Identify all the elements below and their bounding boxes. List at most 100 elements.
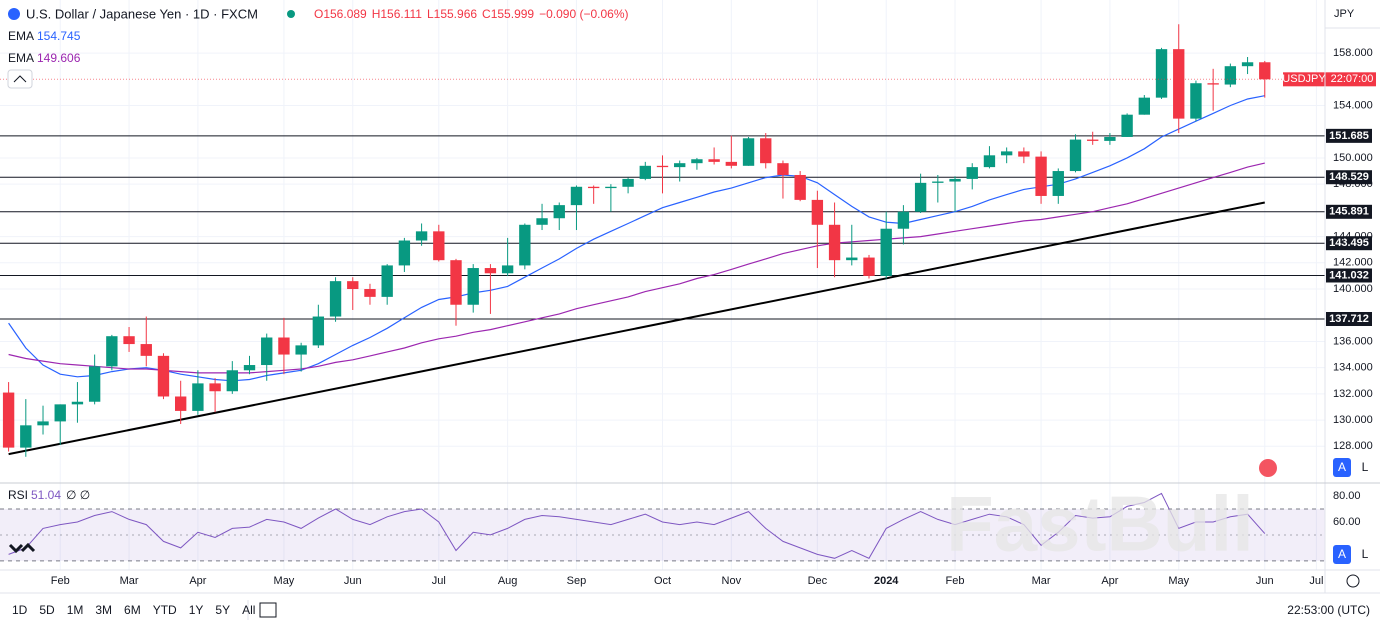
x-tick-label: Feb bbox=[946, 575, 965, 587]
candle-body bbox=[983, 155, 996, 168]
y-tick-label: 144.000 bbox=[1333, 230, 1373, 242]
candle-body bbox=[1087, 139, 1099, 141]
level-label: 141.032 bbox=[1329, 269, 1369, 281]
candle-body bbox=[570, 186, 583, 206]
candle-body bbox=[243, 365, 256, 371]
candle-body bbox=[140, 344, 152, 356]
candle-body bbox=[536, 218, 548, 225]
candle-body bbox=[587, 186, 600, 189]
x-tick-label: Aug bbox=[498, 575, 518, 587]
price-tag bbox=[1283, 72, 1376, 87]
range-button[interactable]: YTD bbox=[153, 603, 177, 617]
y-tick-label: 150.000 bbox=[1333, 152, 1373, 164]
market-status bbox=[287, 10, 295, 18]
range-button[interactable]: 3M bbox=[95, 603, 112, 617]
x-tick-label: Dec bbox=[808, 575, 828, 587]
y-tick-label: 130.000 bbox=[1333, 414, 1373, 426]
candle-body bbox=[381, 265, 393, 297]
x-tick-label: Jul bbox=[1309, 575, 1323, 587]
candle-body bbox=[433, 231, 445, 261]
indicator-name: RSI bbox=[8, 488, 28, 502]
candle-body bbox=[226, 370, 238, 392]
date-range-icon[interactable] bbox=[259, 602, 277, 618]
level-tag bbox=[1326, 128, 1372, 143]
auto-button[interactable] bbox=[1333, 458, 1351, 477]
candle-body bbox=[398, 240, 411, 266]
settings-icon[interactable] bbox=[1346, 574, 1360, 588]
time-axis: Feb Mar Apr May Jun Jul Aug Sep Oct Nov Dec 2024 Feb… bbox=[51, 575, 1324, 587]
range-button[interactable]: All bbox=[242, 603, 255, 617]
x-tick-label: Jun bbox=[1256, 575, 1274, 587]
trendline bbox=[8, 201, 1265, 456]
candle-body bbox=[415, 231, 428, 241]
candle-body bbox=[777, 163, 789, 175]
auto-label: A bbox=[1338, 460, 1346, 474]
indicator-value: 51.04 bbox=[31, 488, 61, 502]
ohlc-readout: O156.089 bbox=[314, 7, 367, 21]
candle-body bbox=[123, 336, 135, 345]
indicator-value: 154.745 bbox=[37, 29, 81, 43]
collapse-icon bbox=[13, 75, 27, 83]
candle-body bbox=[1018, 151, 1030, 157]
log-button[interactable]: L bbox=[1362, 460, 1369, 474]
candle-body bbox=[1155, 49, 1168, 98]
candle-body bbox=[1259, 62, 1271, 80]
ohlc-readout: L155.966 bbox=[427, 7, 477, 21]
x-tick-label: Oct bbox=[654, 575, 671, 587]
y-tick-label: 136.000 bbox=[1333, 335, 1373, 347]
candle-body bbox=[278, 337, 290, 355]
candle-body bbox=[209, 383, 221, 392]
range-button[interactable]: 5Y bbox=[215, 603, 230, 617]
candle-body bbox=[863, 257, 875, 276]
candle-body bbox=[347, 281, 359, 290]
ohlc-readout: H156.111 bbox=[372, 7, 423, 21]
candle-body bbox=[450, 260, 462, 305]
y-tick-label: 134.000 bbox=[1333, 362, 1373, 374]
symbol-logo bbox=[8, 8, 20, 20]
x-tick-label: May bbox=[1168, 575, 1189, 587]
level-label: 143.495 bbox=[1329, 237, 1369, 249]
level-tag bbox=[1326, 204, 1372, 219]
event-flag[interactable] bbox=[1259, 459, 1277, 477]
indicator-params: ∅ ∅ bbox=[66, 488, 90, 502]
candle-body bbox=[467, 268, 479, 305]
candle-body bbox=[622, 178, 634, 187]
collapse-button[interactable] bbox=[7, 69, 33, 89]
x-tick-label: Jul bbox=[432, 575, 446, 587]
candle-body bbox=[1104, 136, 1116, 141]
ohlc-readout: C155.999 bbox=[482, 7, 534, 21]
x-tick-label: Mar bbox=[1032, 575, 1051, 587]
range-button[interactable]: 1Y bbox=[189, 603, 204, 617]
log-button[interactable]: L bbox=[1362, 547, 1369, 561]
candle-body bbox=[1173, 49, 1185, 119]
watermark: FastBull bbox=[946, 480, 1254, 568]
candle-body bbox=[691, 159, 703, 164]
level-tag bbox=[1326, 170, 1372, 185]
range-button[interactable]: 1D bbox=[12, 603, 28, 617]
currency[interactable]: JPY bbox=[1334, 8, 1355, 20]
candle-body bbox=[106, 336, 118, 367]
clock[interactable]: 22:53:00 (UTC) bbox=[1287, 603, 1370, 617]
candle-body bbox=[708, 159, 720, 162]
y-tick-label: 132.000 bbox=[1333, 388, 1373, 400]
candle-body bbox=[1241, 62, 1254, 67]
indicator-name: EMA bbox=[8, 51, 34, 65]
candle-body bbox=[175, 396, 187, 411]
ohlc-readout: −0.090 (−0.06%) bbox=[539, 7, 628, 21]
x-tick-label: Feb bbox=[51, 575, 70, 587]
candle-body bbox=[605, 186, 617, 189]
range-button[interactable]: 5D bbox=[39, 603, 55, 617]
symbol-title[interactable]: U.S. Dollar / Japanese Yen · 1D · FXCM bbox=[26, 6, 258, 21]
level-tag bbox=[1326, 236, 1372, 251]
candle-body bbox=[329, 281, 342, 317]
auto-button[interactable] bbox=[1333, 545, 1351, 564]
level-tag bbox=[1326, 312, 1372, 327]
y-tick-label: 148.000 bbox=[1333, 178, 1373, 190]
tv-logo bbox=[8, 542, 36, 554]
candle-body bbox=[295, 345, 307, 355]
candle-body bbox=[760, 138, 772, 164]
range-button[interactable]: 6M bbox=[124, 603, 141, 617]
range-button[interactable]: 1M bbox=[67, 603, 84, 617]
indicator-value: 149.606 bbox=[37, 51, 81, 65]
candle-body bbox=[88, 366, 101, 402]
